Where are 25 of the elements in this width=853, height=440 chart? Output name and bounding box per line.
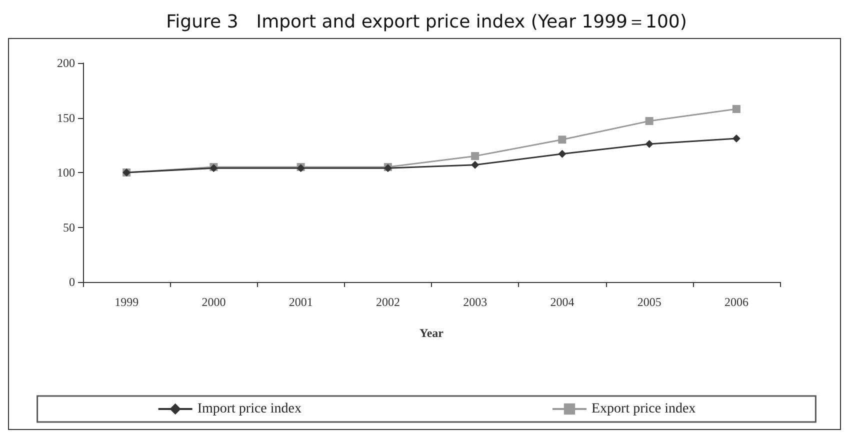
x-tick-label: 2002 [376,295,400,309]
x-tick-label: 2004 [550,295,574,309]
y-tick-label: 100 [57,166,75,180]
point [732,134,740,143]
y-tick-label: 150 [57,110,75,125]
point [471,152,480,160]
x-tick-label: 2001 [288,295,313,309]
x-tick-label: 2003 [463,295,488,309]
x-tick-label: 2000 [202,295,226,309]
y-tick-label: 0 [69,275,75,289]
legend-label: Import price index [197,402,302,416]
x-tick-label: 1999 [114,295,139,309]
legend-label: Export price index [592,402,696,416]
y-tick-label: 50 [63,220,75,234]
x-tick-label: 2005 [637,295,662,309]
point [732,104,740,113]
point [645,140,654,148]
point [471,160,480,169]
chart-title: Figure 3 Import and export price index (Year 1999＝100) [166,12,687,32]
point [558,150,566,158]
x-axis-title: Year [420,326,444,340]
y-tick-label: 200 [57,56,75,70]
point [645,117,654,126]
x-tick-label: 2006 [724,295,748,309]
point [558,136,566,144]
